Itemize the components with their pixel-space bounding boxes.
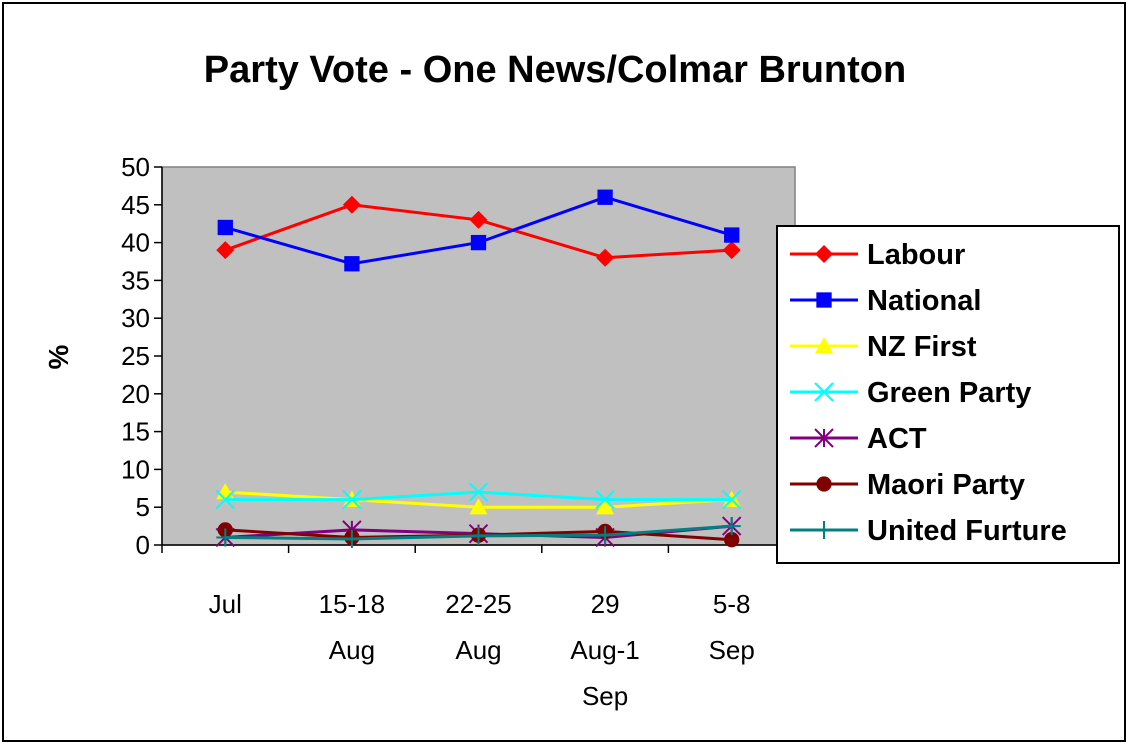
data-point [722, 241, 741, 260]
data-point [597, 189, 613, 205]
data-point [342, 489, 362, 510]
data-point [469, 210, 488, 229]
x-tick-label: Sep [709, 635, 755, 665]
y-tick-label: 35 [121, 265, 150, 295]
data-point [596, 248, 615, 267]
x-tick-label: Jul [209, 589, 242, 619]
legend-label: ACT [867, 423, 927, 455]
series-layer [215, 189, 742, 548]
x-tick-label: 15-18 [319, 589, 386, 619]
chart-title: Party Vote - One News/Colmar Brunton [204, 49, 906, 91]
legend-item: Maori Party [790, 469, 1025, 501]
data-point [724, 532, 740, 548]
x-tick-label: Sep [582, 681, 628, 711]
data-point [470, 234, 487, 251]
y-tick-label: 10 [121, 454, 150, 484]
legend-marker [814, 382, 834, 402]
y-tick-label: 15 [121, 417, 150, 447]
series-labour [216, 195, 741, 267]
series-green-party [215, 482, 742, 510]
data-point [721, 489, 742, 510]
y-axis-label: % [43, 344, 74, 369]
data-point [468, 482, 489, 502]
legend-label: NZ First [867, 331, 977, 363]
data-point [722, 517, 741, 536]
data-point [216, 241, 235, 260]
y-tick-label: 0 [136, 530, 150, 560]
legend-item: NZ First [790, 331, 977, 363]
legend-label: Labour [867, 239, 965, 271]
y-tick-label: 45 [121, 190, 150, 220]
y-tick-label: 25 [121, 341, 150, 371]
y-tick-label: 20 [121, 379, 150, 409]
data-point [216, 528, 235, 547]
legend-item: Labour [790, 239, 965, 271]
data-point [724, 227, 740, 243]
legend-item: Green Party [790, 377, 1031, 409]
x-tick-label: Aug [455, 635, 501, 665]
legend-marker [815, 521, 833, 539]
legend-marker [815, 245, 833, 263]
data-point [596, 498, 615, 515]
data-point [215, 489, 236, 510]
legend-marker [816, 476, 832, 492]
legend-marker [815, 337, 833, 354]
legend-label: National [867, 285, 981, 317]
legend-label: United Furture [867, 515, 1067, 547]
x-tick-label: 29 [591, 589, 620, 619]
legend: Labour National NZ First Green Party ACT Maor… [776, 225, 1120, 564]
legend-item: National [790, 285, 981, 317]
x-tick-label: Aug [329, 635, 375, 665]
x-tick-label: Aug-1 [570, 635, 639, 665]
data-point [217, 219, 233, 236]
data-point [469, 526, 488, 545]
legend-label: Maori Party [867, 469, 1025, 501]
series-national [217, 189, 740, 272]
data-point [342, 195, 361, 214]
y-axis: 0 5 10 15 20 25 30 35 40 45 50 [121, 152, 163, 560]
data-point [596, 526, 615, 545]
legend-item: ACT [790, 423, 927, 455]
series-united-furture [216, 517, 741, 548]
legend-marker [814, 428, 834, 448]
y-tick-label: 40 [121, 228, 150, 258]
plot-area [161, 166, 796, 546]
y-tick-label: 30 [121, 303, 150, 333]
y-tick-label: 50 [121, 152, 150, 182]
legend-box [776, 225, 1120, 564]
data-point [342, 529, 361, 548]
x-tick-label: 5-8 [713, 589, 751, 619]
data-point [469, 498, 488, 515]
legend-marker [816, 292, 832, 308]
data-point [344, 256, 360, 272]
legend-label: Green Party [867, 377, 1031, 409]
data-point [595, 489, 615, 510]
x-tick-label: 22-25 [445, 589, 512, 619]
x-axis: Jul 15-18 Aug 22-25 Aug 29 Aug-1 Sep 5-8 Sep [161, 544, 796, 711]
y-tick-label: 5 [136, 492, 150, 522]
legend-item: United Furture [790, 515, 1067, 547]
